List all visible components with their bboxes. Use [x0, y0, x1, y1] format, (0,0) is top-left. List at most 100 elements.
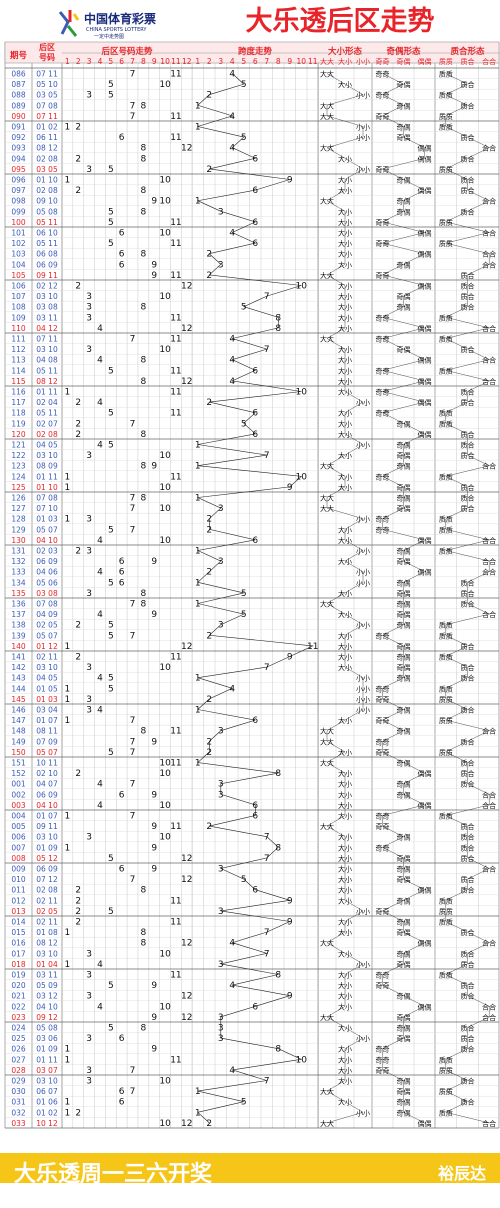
trend-number: 5 [108, 907, 114, 917]
trend-number: 3 [86, 833, 92, 843]
draw-cell: 07 12 [36, 875, 58, 884]
span-number: 3 [218, 790, 224, 800]
draw-cell: 05 08 [36, 207, 58, 216]
trend-number: 12 [181, 854, 192, 864]
parity-cell: 奇偶 [397, 1108, 411, 1117]
prime-cell: 质合 [461, 949, 475, 958]
trend-number: 11 [170, 970, 181, 980]
span-number: 5 [241, 875, 247, 885]
size-cell: 大大 [320, 1119, 334, 1128]
trend-col-label: 12 [182, 57, 192, 66]
draw-cell: 06 11 [36, 133, 58, 142]
trend-number: 3 [86, 292, 92, 302]
period-cell: 125 [11, 483, 26, 492]
span-number: 3 [218, 1034, 224, 1044]
period-cell: 139 [11, 631, 26, 640]
span-number: 7 [264, 1076, 270, 1086]
size-cell: 大小 [338, 970, 352, 979]
trend-col-label: 10 [160, 57, 170, 66]
period-cell: 152 [11, 769, 26, 778]
period-cell: 005 [11, 822, 26, 831]
size-cell: 小小 [356, 960, 370, 969]
draw-cell: 01 07 [36, 811, 58, 820]
trend-number: 2 [75, 419, 81, 429]
parity-cell: 奇奇 [376, 313, 390, 322]
span-number: 3 [218, 557, 224, 567]
draw-cell: 06 07 [36, 1087, 58, 1096]
prime-cell: 质合 [461, 303, 475, 312]
size-cell: 大小 [338, 292, 352, 301]
prime-cell: 质合 [461, 175, 475, 184]
span-col-label: 6 [253, 57, 258, 66]
span-number: 6 [252, 811, 258, 821]
draw-cell: 01 11 [36, 1055, 58, 1064]
period-cell: 014 [11, 917, 26, 926]
size-cell: 大小 [338, 631, 352, 640]
period-cell: 105 [11, 271, 26, 280]
header-back-bottom: 号码 [39, 53, 55, 62]
trend-number: 1 [65, 1098, 71, 1108]
prime-cell: 质质 [439, 1087, 453, 1096]
size-cell: 大小 [338, 652, 352, 661]
trend-number: 11 [170, 334, 181, 344]
trend-number: 10 [159, 949, 171, 959]
trend-number: 2 [75, 546, 81, 556]
span-number: 2 [206, 631, 212, 641]
prime-cell: 质合 [461, 981, 475, 990]
span-number: 1 [195, 462, 201, 472]
parity-cell: 奇偶 [397, 80, 411, 89]
trend-number: 3 [86, 345, 92, 355]
span-col-label: 4 [230, 57, 235, 66]
draw-cell: 06 09 [36, 260, 58, 269]
span-number: 4 [229, 377, 235, 387]
period-cell: 021 [11, 992, 26, 1001]
trend-number: 5 [108, 207, 114, 217]
period-cell: 015 [11, 928, 26, 937]
prime-cell: 质质 [439, 917, 453, 926]
period-cell: 129 [11, 525, 26, 534]
parity-cell: 奇奇 [376, 165, 390, 174]
prime-cell: 质合 [461, 207, 475, 216]
period-cell: 096 [11, 175, 26, 184]
parity-cell: 偶偶 [418, 939, 432, 948]
trend-number: 12 [181, 144, 192, 154]
trend-number: 10 [159, 504, 171, 514]
prime-cell: 质合 [461, 886, 475, 895]
period-cell: 140 [11, 642, 26, 651]
trend-number: 10 [159, 228, 171, 238]
size-cell: 小小 [356, 684, 370, 693]
trend-number: 11 [170, 409, 181, 419]
size-cell: 大小 [338, 303, 352, 312]
parity-cell: 奇偶 [397, 642, 411, 651]
draw-cell: 06 09 [36, 864, 58, 873]
prime-cell: 质质 [439, 419, 453, 428]
prime-cell: 质合 [461, 992, 475, 1001]
period-cell: 025 [11, 1034, 26, 1043]
draw-cell: 04 06 [36, 568, 58, 577]
period-cell: 126 [11, 493, 26, 502]
draw-cell: 05 10 [36, 80, 58, 89]
draw-cell: 01 02 [36, 122, 58, 131]
span-number: 1 [195, 578, 201, 588]
parity-cell: 偶偶 [418, 228, 432, 237]
trend-number: 8 [141, 250, 147, 260]
parity-cell: 奇奇 [376, 811, 390, 820]
prime-cell: 质质 [439, 165, 453, 174]
size-cell: 大小 [338, 430, 352, 439]
span-number: 8 [275, 1045, 281, 1055]
period-cell: 108 [11, 303, 26, 312]
prime-cell: 质质 [439, 366, 453, 375]
draw-cell: 02 08 [36, 154, 58, 163]
span-number: 1 [195, 122, 201, 132]
draw-cell: 08 12 [36, 144, 58, 153]
size-cell: 大小 [338, 928, 352, 937]
parity-cell: 奇奇 [376, 218, 390, 227]
parity-cell: 偶偶 [418, 324, 432, 333]
trend-number: 3 [86, 992, 92, 1002]
trend-number: 10 [159, 758, 171, 768]
grid-layer [4, 42, 500, 1129]
trend-number: 1 [65, 472, 71, 482]
size-cell: 大小 [338, 250, 352, 259]
period-cell: 031 [11, 1098, 26, 1107]
prime-cell: 质合 [461, 1098, 475, 1107]
